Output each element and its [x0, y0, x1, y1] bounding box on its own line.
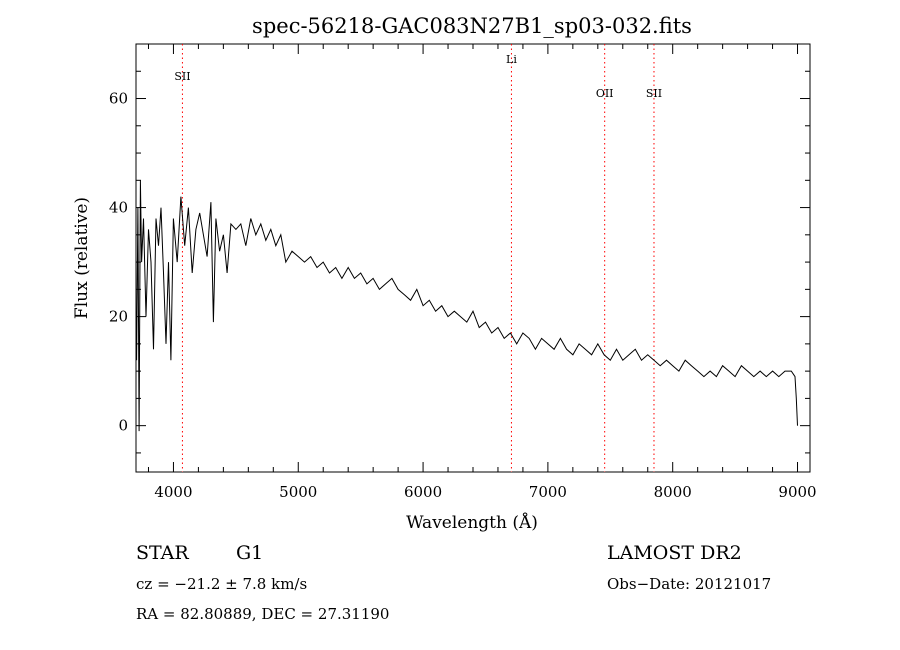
x-tick-label: 4000 — [154, 483, 192, 501]
spectral-line-label: Li — [506, 53, 517, 66]
plot-area: SII Li OII SII 4000 5000 6000 7000 8000 9000 0 20… — [109, 43, 817, 501]
chart-title: spec-56218-GAC083N27B1_sp03-032.fits — [252, 14, 692, 38]
x-axis-label: Wavelength (Å) — [406, 512, 538, 533]
spectral-line-label: OII — [596, 87, 614, 100]
x-tick-label: 9000 — [778, 483, 816, 501]
redshift-text: cz = −21.2 ± 7.8 km/s — [136, 575, 307, 593]
info-panel: STAR G1 LAMOST DR2 cz = −21.2 ± 7.8 km/s… — [136, 542, 771, 623]
object-subclass: G1 — [236, 542, 263, 564]
y-axis-label: Flux (relative) — [72, 197, 92, 319]
y-tick-label: 40 — [109, 199, 128, 217]
spectral-line-markers: SII Li OII SII — [174, 44, 662, 472]
spectrum-line — [136, 180, 798, 432]
x-tick-label: 7000 — [529, 483, 567, 501]
y-axis-ticks: 0 20 40 60 — [109, 70, 810, 454]
y-tick-label: 60 — [109, 90, 128, 108]
coordinates-text: RA = 82.80889, DEC = 27.31190 — [136, 605, 389, 623]
spectral-line-label: SII — [646, 87, 662, 100]
x-tick-label: 6000 — [404, 483, 442, 501]
x-axis-ticks: 4000 5000 6000 7000 8000 9000 — [147, 44, 817, 501]
y-tick-label: 20 — [109, 308, 128, 326]
x-tick-label: 8000 — [654, 483, 692, 501]
spectral-line-label: SII — [174, 70, 190, 83]
object-class: STAR — [136, 542, 189, 564]
obs-date-text: Obs−Date: 20121017 — [607, 575, 771, 593]
x-tick-label: 5000 — [279, 483, 317, 501]
survey-name: LAMOST DR2 — [607, 542, 742, 564]
plot-frame — [135, 43, 811, 473]
y-tick-label: 0 — [118, 417, 128, 435]
